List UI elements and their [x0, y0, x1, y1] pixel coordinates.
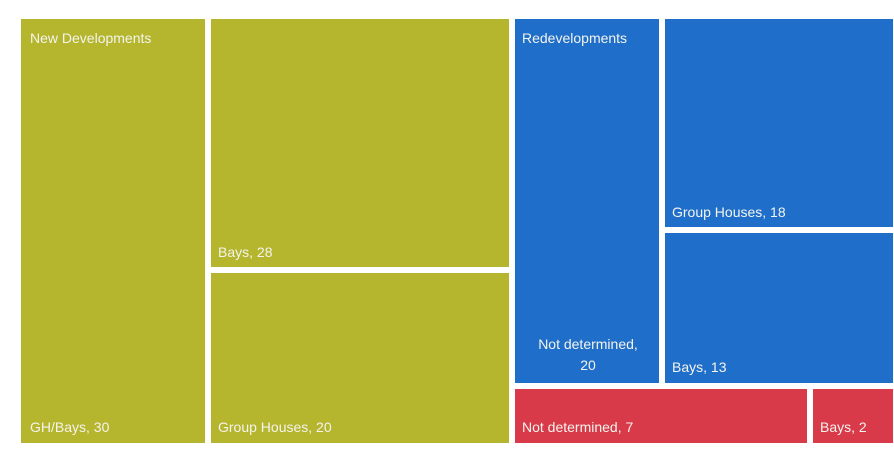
treemap-tile — [513, 387, 809, 445]
treemap-tile — [663, 17, 894, 229]
treemap-tile — [209, 17, 511, 269]
tile-label: GH/Bays, 30 — [30, 419, 110, 435]
tile-label: Bays, 2 — [820, 419, 867, 435]
treemap-tile — [513, 17, 661, 385]
tile-label: Not determined, 7 — [522, 419, 633, 435]
treemap-tile — [19, 17, 207, 445]
treemap-tile — [663, 231, 894, 385]
treemap-group: GH/Bays, 30 Bays, 28 Group Houses, 20 New D… — [19, 17, 511, 445]
treemap-group: Not determined, 20 Group Houses, 18 Bays, 1… — [513, 17, 894, 385]
treemap-tile — [811, 387, 894, 445]
tile-label: Bays, 13 — [672, 359, 727, 375]
tile-label: Group Houses, 18 — [672, 204, 786, 220]
tile-label: Bays, 28 — [218, 244, 273, 260]
treemap-tile — [209, 271, 511, 445]
tile-label: Not determined, 20 — [538, 336, 638, 373]
group-label: Redevelopments — [522, 30, 627, 46]
treemap-group: Not determined, 7 Bays, 2 — [513, 387, 894, 445]
tile-label: Group Houses, 20 — [218, 419, 332, 435]
group-label: New Developments — [30, 30, 151, 46]
